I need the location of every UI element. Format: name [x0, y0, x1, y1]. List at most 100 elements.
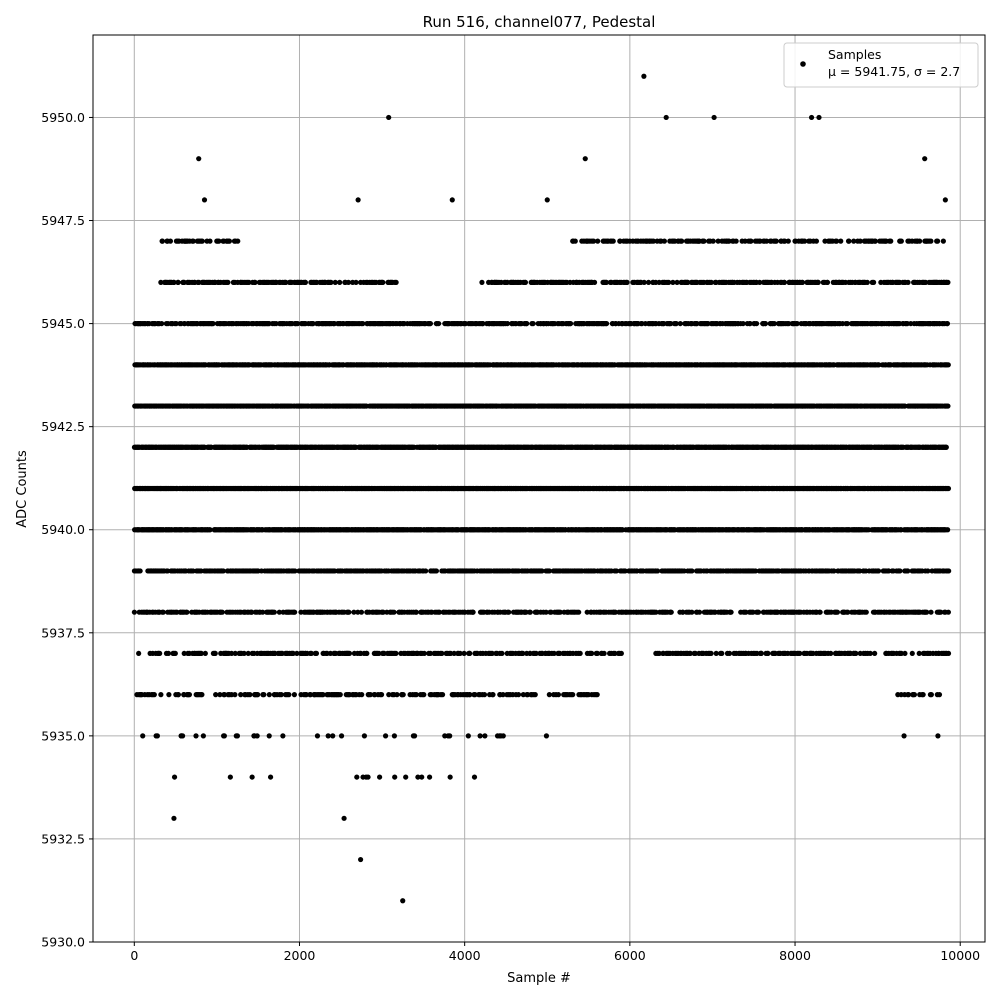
data-point	[677, 320, 683, 327]
data-point	[666, 279, 672, 285]
data-point	[670, 279, 676, 285]
data-point	[668, 320, 674, 327]
data-point	[591, 279, 598, 285]
data-point	[567, 320, 574, 327]
data-point	[715, 238, 721, 244]
data-point	[771, 320, 777, 327]
data-point	[603, 279, 609, 285]
data-point	[158, 279, 164, 285]
data-point	[610, 238, 616, 244]
data-point	[479, 279, 485, 285]
data-point	[159, 320, 165, 327]
data-point	[740, 320, 746, 327]
data-point	[945, 362, 951, 368]
data-point	[207, 238, 213, 244]
data-point	[190, 238, 196, 244]
data-point	[834, 238, 840, 244]
data-point	[685, 279, 691, 285]
data-point	[857, 238, 863, 244]
data-point	[572, 238, 578, 244]
data-point	[785, 238, 791, 244]
data-point	[295, 320, 301, 327]
data-point	[813, 238, 820, 244]
data-point	[252, 279, 258, 285]
data-point	[945, 485, 952, 492]
data-point	[674, 279, 680, 285]
data-point	[246, 279, 252, 285]
data-point	[815, 279, 821, 285]
data-point	[876, 362, 882, 368]
data-point	[944, 320, 951, 327]
data-point	[522, 279, 529, 285]
data-point	[844, 320, 851, 327]
data-point	[905, 279, 911, 285]
data-point	[838, 238, 844, 244]
data-point	[337, 279, 343, 285]
data-point	[650, 238, 657, 244]
data-point	[167, 238, 174, 244]
data-point	[945, 403, 951, 409]
data-point	[917, 238, 923, 244]
data-point	[748, 238, 754, 244]
data-point	[764, 238, 770, 244]
data-point	[794, 320, 800, 327]
data-point	[799, 279, 806, 285]
data-point	[310, 320, 316, 327]
data-point	[590, 238, 597, 244]
data-point	[928, 238, 934, 244]
data-point	[173, 320, 179, 327]
data-point	[708, 279, 714, 285]
data-point	[679, 238, 685, 244]
data-point	[345, 279, 352, 285]
data-point	[427, 320, 434, 327]
data-point	[726, 238, 732, 244]
data-point	[781, 279, 788, 285]
data-point	[332, 279, 338, 285]
data-point	[360, 320, 366, 327]
data-point	[624, 279, 630, 285]
data-point	[661, 238, 668, 244]
data-point	[940, 238, 946, 244]
data-point	[235, 238, 241, 244]
data-point	[175, 279, 181, 285]
data-point	[757, 279, 763, 285]
data-point	[753, 320, 760, 327]
data-point	[302, 279, 309, 285]
data-point	[603, 320, 610, 327]
data-point	[762, 320, 769, 327]
data-point	[935, 238, 941, 244]
data-point	[945, 279, 951, 285]
data-point	[673, 320, 679, 327]
data-point	[530, 320, 536, 327]
data-point	[701, 238, 707, 244]
data-point	[802, 238, 808, 244]
data-point	[943, 444, 949, 450]
data-point	[225, 279, 231, 285]
data-point	[864, 279, 870, 285]
data-point	[380, 279, 386, 285]
data-point	[159, 238, 166, 244]
data-point	[824, 279, 831, 285]
data-point	[851, 238, 857, 244]
data-point	[898, 238, 904, 244]
data-point	[480, 320, 486, 327]
data-point	[436, 320, 442, 327]
data-point	[504, 320, 511, 327]
data-point	[328, 279, 334, 285]
data-point	[645, 279, 652, 285]
data-point	[171, 279, 177, 285]
data-point	[871, 279, 877, 285]
data-point	[773, 238, 779, 244]
data-point	[872, 238, 878, 244]
data-point	[210, 320, 216, 327]
data-point	[595, 238, 601, 244]
data-point	[216, 238, 222, 244]
data-point	[747, 320, 753, 327]
data-point	[617, 238, 623, 244]
data-point	[641, 279, 647, 285]
data-point	[353, 279, 359, 285]
data-point	[393, 279, 399, 285]
data-point	[199, 238, 205, 244]
data-point	[226, 238, 233, 244]
